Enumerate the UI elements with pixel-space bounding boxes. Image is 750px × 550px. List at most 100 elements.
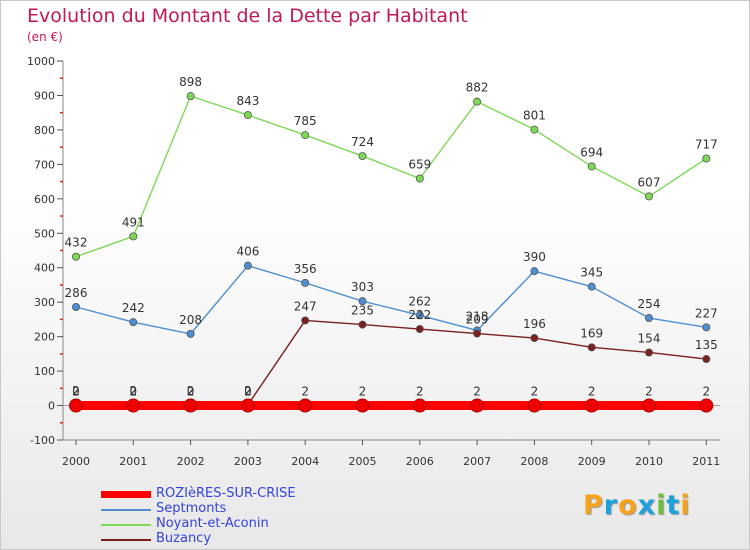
data-point-0: [298, 398, 313, 413]
data-point-0: [126, 398, 141, 413]
legend-swatch: [101, 509, 151, 511]
x-tick-label: 2009: [578, 455, 606, 468]
x-tick-label: 2011: [692, 455, 720, 468]
chart-title: Evolution du Montant de la Dette par Hab…: [27, 5, 468, 27]
x-tick-label: 2002: [177, 455, 205, 468]
data-point-1: [530, 267, 539, 276]
data-label: 785: [294, 114, 317, 128]
data-label: 235: [351, 304, 374, 318]
data-label: 2: [187, 384, 195, 398]
data-point-2: [129, 232, 138, 241]
data-point-0: [470, 398, 485, 413]
data-point-1: [243, 261, 252, 270]
data-label: 247: [294, 299, 317, 313]
data-point-0: [642, 398, 656, 413]
y-tick-label: 100: [34, 365, 55, 378]
data-label: 356: [294, 262, 317, 276]
data-point-1: [72, 303, 81, 312]
data-point-1: [301, 278, 310, 287]
y-tick-label: 300: [34, 296, 55, 309]
data-point-0: [355, 398, 370, 413]
data-point-3: [530, 334, 539, 343]
data-point-2: [530, 125, 539, 134]
data-label: 2: [645, 385, 653, 399]
y-tick-label: 500: [34, 227, 55, 240]
x-tick-label: 2004: [291, 455, 319, 468]
data-point-1: [358, 297, 367, 306]
data-label: 0: [187, 385, 195, 399]
legend-item: Septmonts: [101, 501, 361, 517]
y-tick-label: 800: [34, 124, 55, 137]
x-tick-label: 2007: [463, 455, 491, 468]
legend-item: ROZIèRES-SUR-CRISE: [101, 486, 361, 502]
data-label: 209: [466, 313, 489, 327]
legend-label: Septmonts: [156, 501, 227, 516]
data-label: 843: [236, 94, 259, 108]
data-point-0: [527, 398, 542, 413]
y-tick-label: 0: [48, 400, 55, 413]
data-label: 0: [72, 385, 80, 399]
x-tick-label: 2000: [62, 455, 90, 468]
data-label: 0: [244, 385, 252, 399]
data-label: 2: [244, 385, 252, 399]
legend-label: Noyant-et-Aconin: [156, 516, 269, 531]
data-point-1: [129, 318, 138, 327]
data-point-3: [473, 329, 482, 338]
x-tick-label: 2008: [520, 455, 548, 468]
data-label: 208: [179, 313, 202, 327]
data-point-2: [243, 111, 252, 120]
x-tick-label: 2003: [234, 455, 262, 468]
legend-swatch: [101, 539, 151, 541]
data-label: 898: [179, 75, 202, 89]
data-label: 262: [408, 294, 431, 308]
legend-swatch: [101, 524, 151, 526]
data-point-1: [415, 311, 424, 320]
y-tick-label: 400: [34, 262, 55, 275]
data-label: 406: [236, 245, 259, 259]
data-point-0: [183, 398, 198, 413]
data-point-3: [415, 325, 424, 334]
data-label: 390: [523, 250, 546, 264]
data-label: 717: [695, 138, 718, 152]
data-point-2: [72, 252, 81, 261]
data-point-0: [412, 398, 427, 413]
data-label: 135: [695, 338, 718, 352]
legend-label: ROZIèRES-SUR-CRISE: [156, 486, 296, 501]
data-point-2: [186, 92, 195, 101]
legend-item: Buzancy: [101, 531, 361, 547]
data-point-3: [358, 320, 367, 329]
y-tick-label: 900: [34, 89, 55, 102]
data-point-2: [358, 152, 367, 161]
data-label: 801: [523, 109, 546, 123]
data-label: 2: [72, 384, 80, 398]
data-point-3: [301, 316, 310, 325]
data-label: 694: [580, 145, 603, 159]
data-point-2: [301, 131, 310, 140]
y-tick-label: 600: [34, 193, 55, 206]
series-line-1: [75, 264, 707, 335]
data-label: 432: [65, 236, 88, 250]
y-tick-label: 700: [34, 158, 55, 171]
series-lines: [71, 95, 711, 411]
data-label: 2: [531, 385, 539, 399]
data-point-0: [699, 398, 714, 413]
legend-label: Buzancy: [156, 531, 212, 546]
y-tick-label: 1000: [27, 55, 55, 68]
legend: ROZIèRES-SUR-CRISE Septmonts Noyant-et-Aco…: [101, 486, 361, 547]
data-point-2: [473, 97, 482, 106]
data-point-3: [702, 355, 711, 364]
data-label: 218: [466, 309, 489, 323]
legend-item: Noyant-et-Aconin: [101, 516, 361, 532]
x-tick-label: 2005: [349, 455, 377, 468]
data-label: 882: [466, 81, 489, 95]
data-label: 2: [129, 385, 137, 399]
data-label: 2: [301, 385, 309, 399]
series-line-3: [75, 319, 707, 406]
x-tick-label: 2006: [406, 455, 434, 468]
data-point-1: [645, 314, 654, 323]
data-label: 659: [408, 157, 431, 171]
data-label: 2: [359, 385, 367, 399]
data-label: 2: [72, 385, 80, 399]
proxiti-logo: Proxiti: [583, 490, 691, 521]
